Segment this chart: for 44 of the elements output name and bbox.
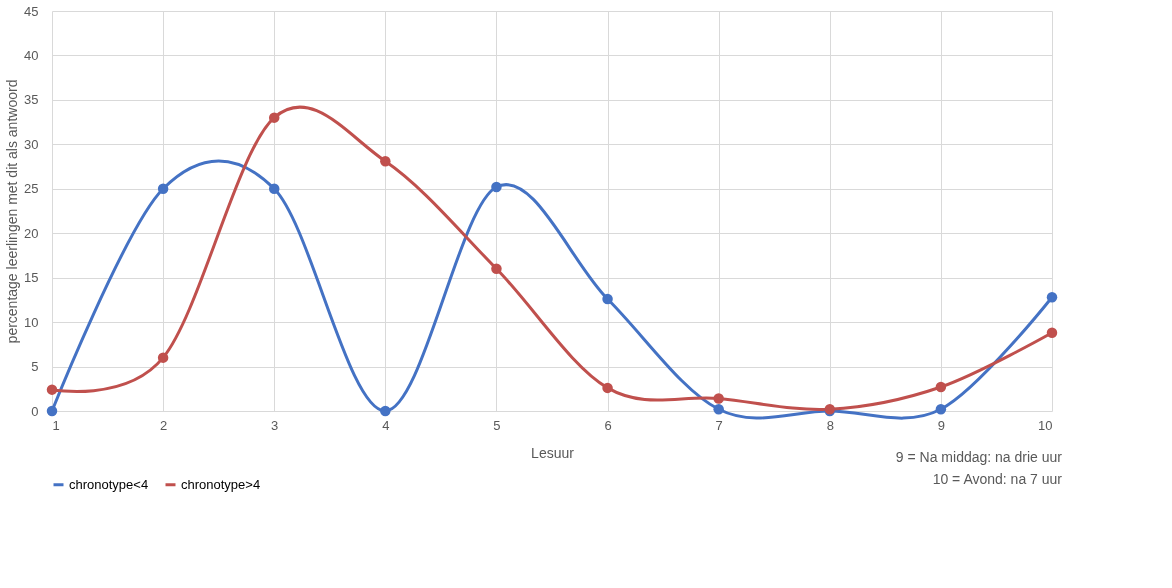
x-tick-label: 6 bbox=[604, 417, 612, 433]
y-tick-label: 20 bbox=[24, 225, 39, 241]
point bbox=[602, 382, 613, 394]
point bbox=[935, 381, 947, 393]
point bbox=[380, 405, 391, 417]
point bbox=[268, 183, 280, 195]
point bbox=[46, 405, 58, 417]
y-tick-label: 15 bbox=[24, 270, 39, 286]
point bbox=[935, 403, 947, 415]
x-tick-label: 8 bbox=[826, 417, 834, 433]
point bbox=[713, 393, 724, 404]
legend-label: chronotype>4 bbox=[181, 476, 261, 492]
x-tick-label: 3 bbox=[271, 417, 279, 433]
point bbox=[268, 112, 280, 123]
x-tick-label: 4 bbox=[382, 417, 390, 433]
point bbox=[157, 183, 169, 195]
point bbox=[1046, 291, 1058, 303]
point bbox=[713, 403, 724, 415]
x-axis-title: Lesuur bbox=[531, 444, 575, 461]
y-tick-label: 10 bbox=[24, 314, 39, 330]
point bbox=[602, 293, 613, 305]
x-tick-label: 1 bbox=[52, 417, 60, 433]
y-tick-label: 25 bbox=[24, 181, 39, 197]
y-axis-title: percentage leerlingen met dit als antwoord bbox=[4, 79, 21, 344]
y-tick-label: 45 bbox=[24, 3, 39, 19]
y-tick-label: 30 bbox=[24, 136, 39, 152]
point bbox=[491, 181, 502, 193]
x-tick-label: 5 bbox=[493, 417, 501, 433]
point bbox=[380, 155, 391, 167]
y-tick-label: 5 bbox=[31, 359, 39, 375]
x-tick-label: 2 bbox=[159, 417, 168, 433]
y-tick-label: 0 bbox=[31, 403, 39, 419]
text: 10 = Avond: na 7 uur bbox=[932, 471, 1063, 487]
point bbox=[491, 263, 502, 275]
point bbox=[46, 384, 58, 395]
x-tick-label: 7 bbox=[715, 417, 723, 433]
y-tick-label: 40 bbox=[24, 47, 39, 63]
point bbox=[1046, 327, 1058, 339]
y-tick-label: 35 bbox=[24, 92, 39, 108]
x-tick-label: 10 bbox=[1038, 417, 1053, 433]
x-tick-label: 9 bbox=[937, 417, 946, 433]
point bbox=[157, 352, 169, 363]
text: 9 = Na middag: na drie uur bbox=[895, 449, 1063, 465]
legend-label: chronotype<4 bbox=[69, 476, 149, 492]
